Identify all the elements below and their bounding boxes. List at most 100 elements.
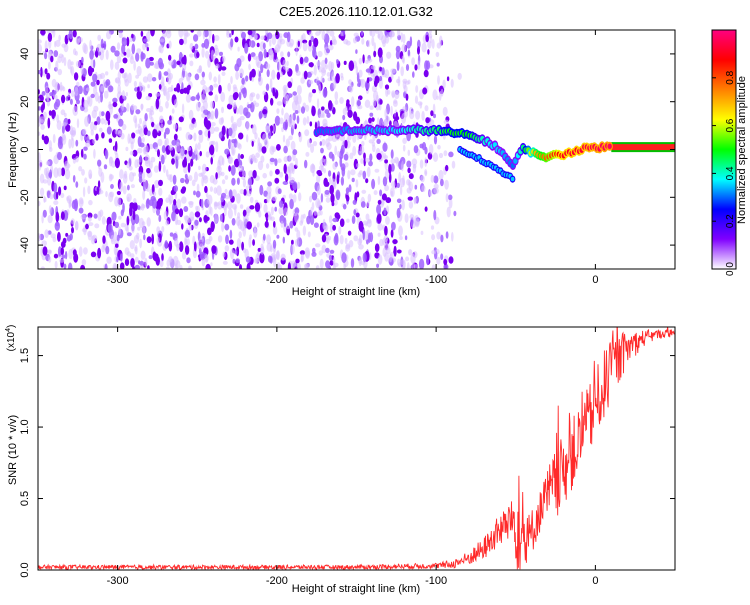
noise-speckle bbox=[312, 50, 317, 59]
noise-speckle bbox=[112, 97, 118, 103]
noise-speckle bbox=[249, 40, 252, 48]
noise-speckle bbox=[196, 68, 203, 73]
noise-speckle bbox=[193, 132, 197, 142]
noise-speckle bbox=[317, 171, 323, 177]
noise-speckle bbox=[105, 245, 110, 255]
noise-speckle bbox=[277, 158, 282, 164]
noise-speckle bbox=[210, 122, 216, 127]
noise-speckle bbox=[208, 91, 213, 96]
noise-speckle bbox=[45, 85, 49, 97]
noise-speckle bbox=[188, 175, 193, 181]
noise-speckle bbox=[85, 223, 89, 230]
noise-speckle bbox=[205, 50, 210, 59]
svg-text:(x104): (x104) bbox=[5, 325, 17, 352]
noise-speckle bbox=[38, 43, 43, 54]
noise-speckle bbox=[288, 135, 293, 141]
noise-speckle bbox=[325, 260, 331, 269]
noise-speckle bbox=[105, 49, 109, 60]
noise-speckle bbox=[164, 137, 169, 147]
noise-speckle bbox=[275, 250, 280, 260]
noise-speckle bbox=[316, 98, 320, 109]
noise-speckle bbox=[263, 48, 267, 59]
noise-speckle bbox=[311, 191, 318, 201]
noise-speckle bbox=[279, 171, 284, 178]
noise-speckle bbox=[390, 149, 394, 159]
noise-speckle bbox=[270, 97, 274, 106]
noise-speckle bbox=[109, 156, 114, 164]
noise-speckle bbox=[42, 246, 48, 256]
noise-speckle bbox=[414, 64, 418, 71]
noise-speckle bbox=[312, 89, 316, 94]
noise-speckle bbox=[125, 92, 128, 97]
snr-y-label: SNR (10 * v/v) bbox=[7, 415, 19, 485]
noise-speckle bbox=[209, 84, 214, 92]
noise-speckle bbox=[210, 140, 216, 146]
noise-speckle bbox=[355, 65, 359, 76]
noise-speckle bbox=[222, 260, 228, 265]
colorbar-ticks: 0.0 0.2 0.4 0.6 0.8 bbox=[712, 70, 736, 276]
noise-speckle bbox=[440, 178, 444, 187]
noise-speckle bbox=[229, 229, 233, 239]
noise-speckle bbox=[55, 60, 59, 72]
noise-speckle bbox=[120, 133, 125, 140]
noise-speckle bbox=[70, 218, 75, 225]
noise-speckle bbox=[124, 258, 130, 267]
noise-speckle bbox=[129, 205, 133, 217]
noise-speckle bbox=[167, 86, 173, 93]
noise-speckle bbox=[254, 33, 258, 40]
noise-speckle bbox=[90, 251, 97, 258]
noise-speckle bbox=[334, 212, 340, 219]
noise-speckle bbox=[183, 37, 188, 45]
noise-speckle bbox=[271, 196, 278, 202]
noise-speckle bbox=[215, 172, 218, 180]
noise-speckle bbox=[106, 30, 112, 40]
noise-speckle bbox=[238, 132, 244, 140]
noise-speckle bbox=[240, 154, 245, 159]
noise-speckle bbox=[85, 140, 91, 148]
spectrogram-y-tick-label: -40 bbox=[19, 237, 31, 253]
noise-speckle bbox=[396, 61, 400, 72]
noise-speckle bbox=[324, 57, 328, 65]
noise-speckle bbox=[186, 238, 190, 246]
noise-speckle bbox=[260, 35, 266, 41]
noise-speckle bbox=[299, 250, 306, 255]
noise-speckle bbox=[195, 154, 198, 161]
noise-speckle bbox=[251, 76, 254, 82]
noise-speckle bbox=[125, 146, 129, 152]
noise-speckle bbox=[329, 177, 332, 185]
noise-speckle bbox=[87, 185, 91, 195]
snr-scale-exponent: 4 bbox=[5, 328, 12, 332]
noise-speckle bbox=[240, 221, 246, 232]
noise-speckle bbox=[339, 156, 343, 168]
noise-speckle bbox=[271, 146, 277, 153]
noise-speckle bbox=[377, 199, 382, 205]
noise-speckle bbox=[386, 89, 391, 95]
noise-speckle bbox=[55, 39, 61, 48]
noise-speckle bbox=[118, 226, 121, 236]
noise-speckle bbox=[181, 56, 187, 65]
noise-speckle bbox=[198, 132, 204, 144]
noise-speckle bbox=[182, 63, 187, 72]
noise-speckle bbox=[108, 101, 112, 107]
noise-speckle bbox=[90, 67, 95, 73]
noise-speckle bbox=[193, 241, 197, 252]
noise-speckle bbox=[168, 194, 171, 201]
noise-speckle bbox=[296, 115, 300, 124]
noise-speckle bbox=[118, 30, 124, 34]
noise-speckle bbox=[379, 189, 383, 197]
noise-speckle bbox=[203, 38, 210, 49]
noise-speckle bbox=[68, 30, 73, 40]
noise-speckle bbox=[316, 61, 322, 66]
noise-speckle bbox=[175, 260, 181, 269]
noise-speckle bbox=[60, 167, 66, 177]
noise-speckle bbox=[140, 250, 146, 260]
noise-speckle bbox=[446, 206, 451, 218]
noise-speckle bbox=[178, 30, 184, 38]
noise-speckle bbox=[296, 94, 302, 105]
noise-speckle bbox=[175, 158, 179, 169]
noise-speckle bbox=[173, 199, 177, 206]
noise-speckle bbox=[183, 87, 189, 94]
noise-speckle bbox=[131, 132, 136, 139]
noise-speckle bbox=[218, 117, 224, 126]
noise-speckle bbox=[297, 181, 301, 189]
